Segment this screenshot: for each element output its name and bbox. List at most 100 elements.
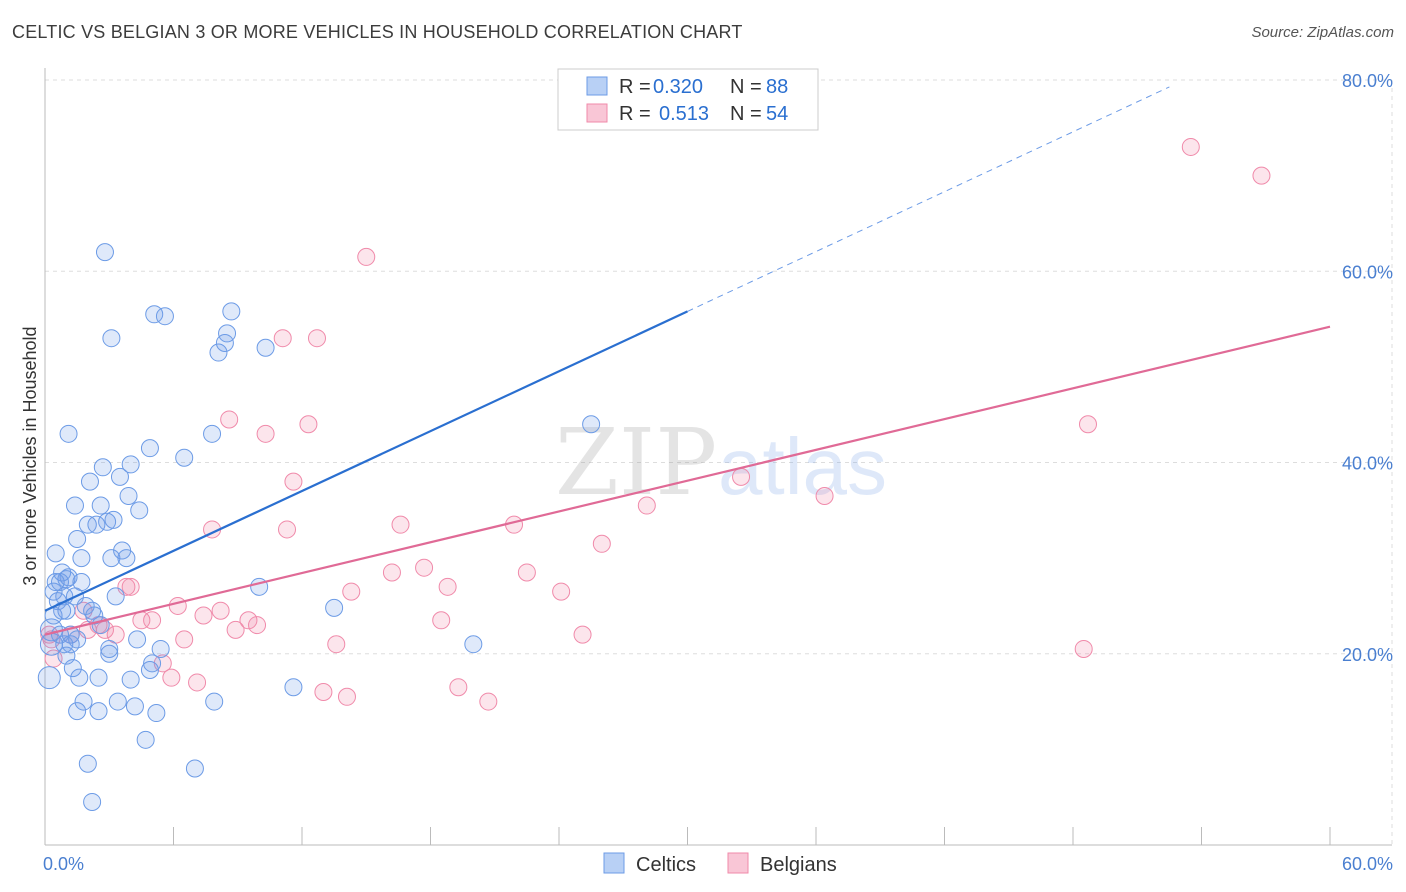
belgian-point (1074, 639, 1093, 658)
belgian-point (382, 563, 401, 582)
belgian-point (278, 520, 297, 539)
legend-celtics-swatch (603, 852, 625, 874)
legend-belgians-label: Belgians (760, 854, 837, 876)
belgian-point (1078, 415, 1097, 434)
belgian-point (732, 467, 751, 486)
celtic-point (85, 606, 104, 625)
celtic-point (209, 343, 228, 362)
belgian-n-label: N = (730, 103, 762, 125)
y-axis-label: 3 or more Vehicles in Household (20, 326, 40, 585)
belgian-point (307, 329, 326, 348)
celtic-point (155, 307, 174, 326)
belgian-point (314, 683, 333, 701)
celtic-point (89, 702, 108, 721)
axes (44, 68, 1392, 846)
belgian-point (284, 472, 303, 491)
source-label: Source: ZipAtlas.com (1251, 24, 1394, 41)
celtic-point (140, 439, 159, 458)
belgian-point (637, 496, 656, 515)
belgian-point (357, 247, 376, 266)
celtic-point (78, 754, 97, 773)
belgian-r-value: 0.513 (659, 103, 709, 125)
belgian-point (391, 515, 410, 534)
chart-title: CELTIC VS BELGIAN 3 OR MORE VEHICLES IN … (12, 22, 743, 42)
celtic-point (125, 697, 144, 716)
stats-legend: R = 0.320 N = 88 R = 0.513 N = 54 (557, 68, 819, 131)
belgian-point (220, 410, 239, 429)
celtic-point (46, 544, 65, 563)
celtic-point (325, 598, 344, 617)
celtic-point (57, 601, 76, 620)
celtic-n-value: 88 (766, 76, 788, 98)
celtic-swatch (586, 76, 608, 96)
celtic-point (83, 792, 102, 811)
trend-lines (44, 86, 1331, 636)
y-tick-label: 20.0% (1342, 645, 1393, 665)
belgian-point (592, 534, 611, 553)
belgian-point (175, 630, 194, 649)
belgian-point (432, 611, 451, 630)
belgian-point (226, 620, 245, 639)
celtic-n-label: N = (730, 76, 762, 98)
y-tick-labels: 20.0% 40.0% 60.0% 80.0% (1342, 71, 1393, 665)
x-tick-label: 60.0% (1342, 854, 1393, 874)
celtic-point (87, 515, 106, 534)
celtic-point (59, 424, 78, 443)
belgian-point (327, 635, 346, 654)
celtic-point (68, 702, 87, 721)
x-tick-labels: 0.0% 60.0% (43, 854, 1393, 874)
celtic-point (205, 692, 224, 711)
belgian-point (342, 582, 361, 601)
legend-belgians-swatch (727, 852, 749, 874)
celtic-point (100, 644, 119, 663)
belgian-point (337, 687, 356, 706)
celtic-trend-line (44, 310, 688, 612)
celtic-point (37, 666, 61, 690)
celtic-point (70, 668, 89, 687)
watermark-zip: ZIP (555, 409, 717, 516)
celtic-point (128, 630, 147, 649)
watermark: ZIP atlas (555, 409, 887, 516)
y-tick-label: 60.0% (1342, 262, 1393, 282)
belgian-point (121, 577, 140, 596)
celtic-point (147, 704, 166, 723)
celtic-point (582, 415, 601, 434)
belgian-points (40, 137, 1271, 711)
celtic-point (102, 329, 121, 348)
belgian-point (143, 611, 162, 630)
celtic-point (89, 668, 108, 687)
celtic-point (110, 467, 129, 486)
celtic-point (117, 549, 136, 568)
x-tick-label: 0.0% (43, 854, 84, 874)
belgian-point (1252, 166, 1271, 185)
belgian-point (815, 486, 834, 505)
belgian-point (256, 424, 275, 443)
celtic-point (63, 659, 82, 678)
celtic-point (74, 692, 93, 711)
celtic-point (284, 678, 303, 697)
celtic-point (106, 587, 125, 606)
celtic-point (91, 496, 110, 515)
belgian-point (248, 616, 267, 635)
celtic-point (65, 496, 84, 515)
belgian-point (479, 692, 498, 711)
celtic-point (98, 512, 117, 531)
celtic-r-label: R = (619, 76, 651, 98)
belgian-trend-line (44, 325, 1331, 636)
belgian-swatch (586, 103, 608, 123)
celtic-point (68, 530, 87, 548)
celtic-point (95, 243, 114, 262)
celtic-point (121, 455, 140, 474)
celtic-point (175, 448, 194, 467)
celtic-point (222, 302, 241, 321)
celtic-point (72, 573, 91, 592)
celtic-point (185, 759, 204, 778)
celtic-point (151, 639, 170, 658)
belgian-point (162, 668, 181, 687)
celtic-r-value: 0.320 (653, 76, 703, 98)
belgian-point (188, 673, 207, 692)
celtic-point (140, 661, 159, 680)
celtic-point (102, 549, 121, 568)
belgian-point (273, 329, 292, 348)
